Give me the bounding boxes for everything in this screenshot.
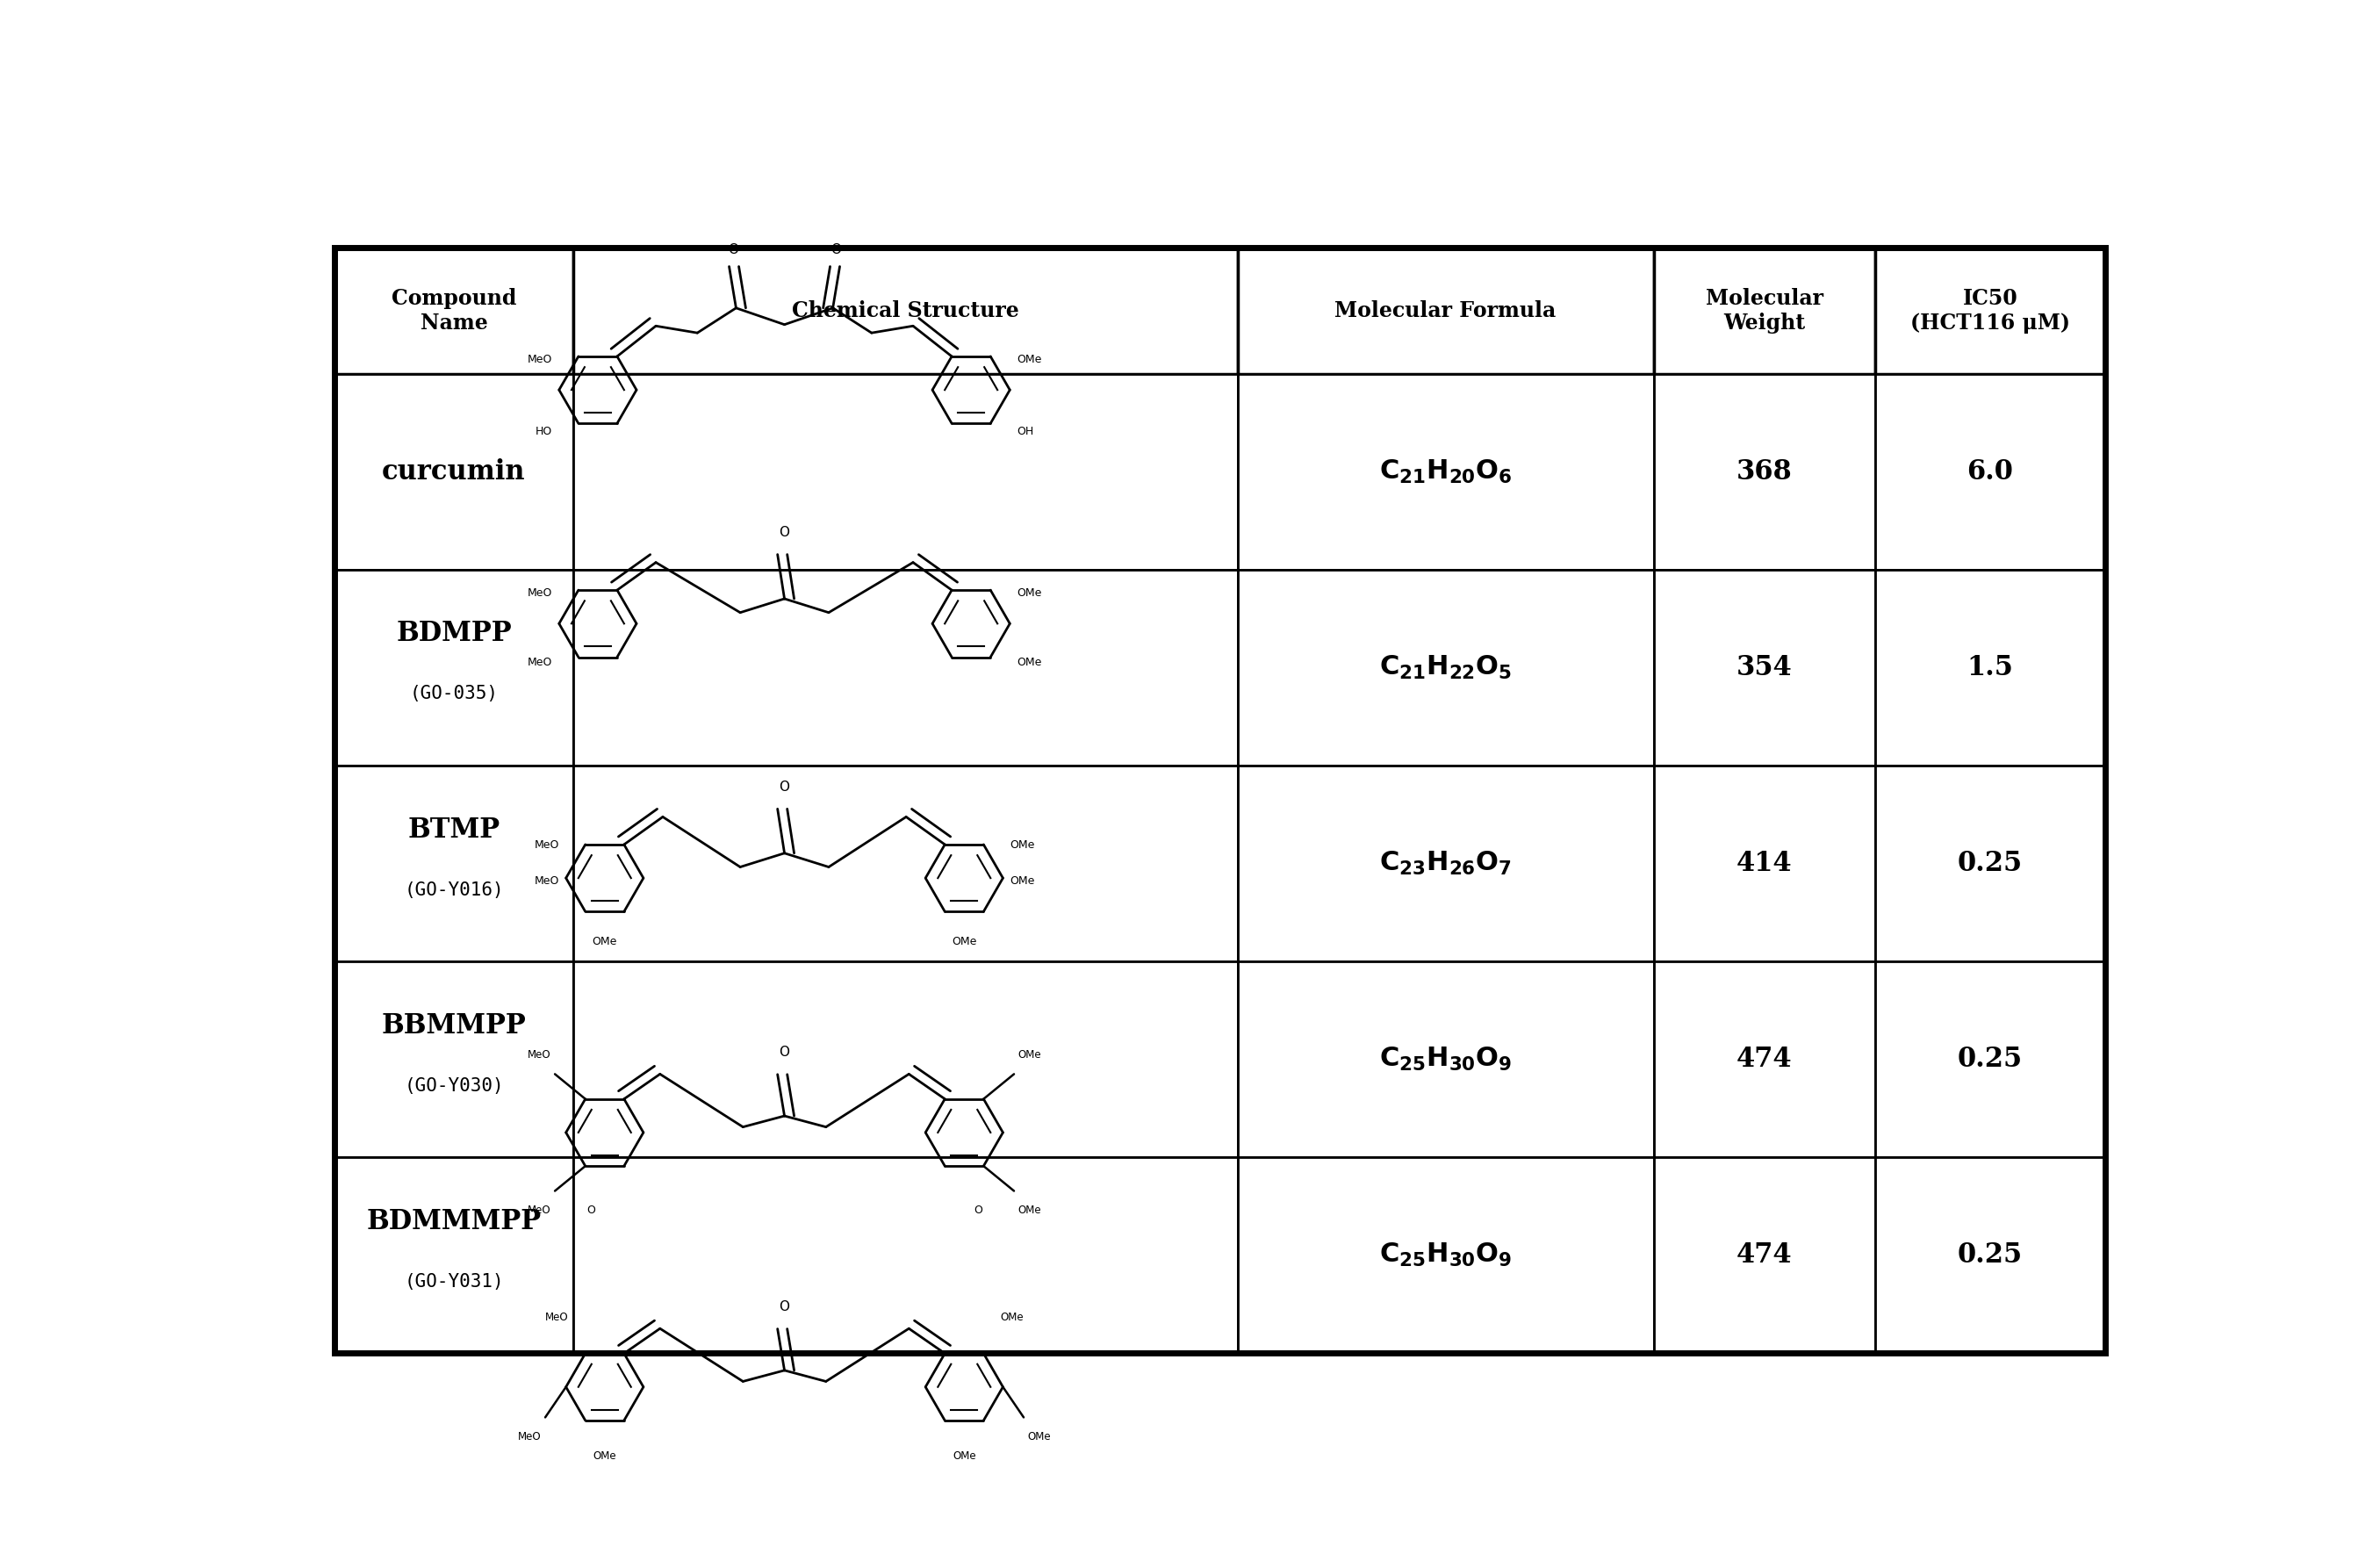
Text: OMe: OMe <box>952 937 976 948</box>
Bar <box>1238 570 1654 765</box>
Text: MeO: MeO <box>528 1205 550 1216</box>
Bar <box>1654 1157 1875 1353</box>
Text: 0.25: 0.25 <box>1956 1046 2023 1072</box>
Text: OH: OH <box>1016 426 1033 437</box>
Text: Molecular Formula: Molecular Formula <box>1335 300 1557 322</box>
Text: OMe: OMe <box>1009 840 1035 851</box>
Text: BTMP: BTMP <box>407 816 500 843</box>
Text: $\mathbf{C_{25}H_{30}O_{9}}$: $\mathbf{C_{25}H_{30}O_{9}}$ <box>1378 1046 1511 1072</box>
Bar <box>1654 962 1875 1157</box>
Text: 1.5: 1.5 <box>1966 654 2013 681</box>
Text: MeO: MeO <box>528 657 552 668</box>
Text: Compound
Name: Compound Name <box>390 287 516 332</box>
Bar <box>1654 373 1875 570</box>
Bar <box>1238 765 1654 962</box>
Text: 474: 474 <box>1737 1241 1792 1269</box>
Text: OMe: OMe <box>1028 1431 1052 1442</box>
Text: OMe: OMe <box>1019 1205 1042 1216</box>
Bar <box>1875 765 2106 962</box>
Text: MeO: MeO <box>528 354 552 365</box>
Bar <box>1238 247 1654 373</box>
Text: BDMPP: BDMPP <box>395 620 512 648</box>
Text: IC50
(HCT116 μM): IC50 (HCT116 μM) <box>1911 287 2071 332</box>
Bar <box>333 570 574 765</box>
Text: 368: 368 <box>1737 457 1792 485</box>
Text: OMe: OMe <box>593 937 616 948</box>
Bar <box>1654 247 1875 373</box>
Text: (GO-Y031): (GO-Y031) <box>405 1272 505 1291</box>
Text: $\mathbf{C_{23}H_{26}O_{7}}$: $\mathbf{C_{23}H_{26}O_{7}}$ <box>1380 849 1511 877</box>
Text: O: O <box>728 244 738 256</box>
Bar <box>333 1157 574 1353</box>
Bar <box>1875 373 2106 570</box>
Bar <box>1654 570 1875 765</box>
Text: O: O <box>778 780 790 793</box>
Bar <box>1654 765 1875 962</box>
Text: MeO: MeO <box>545 1311 569 1324</box>
Bar <box>574 373 1238 570</box>
Text: OMe: OMe <box>1016 657 1042 668</box>
Text: O: O <box>778 1046 790 1058</box>
Bar <box>1875 570 2106 765</box>
Text: $\mathbf{C_{21}H_{20}O_{6}}$: $\mathbf{C_{21}H_{20}O_{6}}$ <box>1378 457 1511 485</box>
Text: O: O <box>831 244 840 256</box>
Bar <box>1875 962 2106 1157</box>
Bar <box>333 373 574 570</box>
Text: O: O <box>778 526 790 539</box>
Text: curcumin: curcumin <box>383 457 526 485</box>
Text: Molecular
Weight: Molecular Weight <box>1706 287 1823 332</box>
Bar <box>333 247 574 373</box>
Text: $\mathbf{C_{25}H_{30}O_{9}}$: $\mathbf{C_{25}H_{30}O_{9}}$ <box>1378 1241 1511 1269</box>
Bar <box>1238 1157 1654 1353</box>
Text: OMe: OMe <box>593 1450 616 1461</box>
Text: (GO-Y030): (GO-Y030) <box>405 1077 505 1094</box>
Bar <box>1238 962 1654 1157</box>
Bar <box>574 247 1238 373</box>
Text: Chemical Structure: Chemical Structure <box>793 300 1019 322</box>
Bar <box>574 962 1238 1157</box>
Bar <box>1238 373 1654 570</box>
Text: $\mathbf{C_{21}H_{22}O_{5}}$: $\mathbf{C_{21}H_{22}O_{5}}$ <box>1378 654 1511 681</box>
Text: 414: 414 <box>1737 849 1792 877</box>
Text: (GO-035): (GO-035) <box>409 685 497 702</box>
Text: OMe: OMe <box>1009 876 1035 887</box>
Bar <box>574 1157 1238 1353</box>
Text: O: O <box>973 1204 983 1216</box>
Text: 6.0: 6.0 <box>1966 457 2013 485</box>
Text: 0.25: 0.25 <box>1956 849 2023 877</box>
Text: MeO: MeO <box>533 840 559 851</box>
Bar <box>574 765 1238 962</box>
Text: OMe: OMe <box>1000 1311 1023 1324</box>
Bar <box>1875 1157 2106 1353</box>
Text: O: O <box>585 1204 595 1216</box>
Text: OMe: OMe <box>952 1450 976 1461</box>
Bar <box>333 962 574 1157</box>
Text: MeO: MeO <box>528 1049 550 1060</box>
Text: (GO-Y016): (GO-Y016) <box>405 880 505 899</box>
Bar <box>333 765 574 962</box>
Text: OMe: OMe <box>1019 1049 1042 1060</box>
Text: MeO: MeO <box>533 876 559 887</box>
Text: HO: HO <box>536 426 552 437</box>
Bar <box>574 570 1238 765</box>
Bar <box>1875 247 2106 373</box>
Text: MeO: MeO <box>519 1431 540 1442</box>
Text: 354: 354 <box>1737 654 1792 681</box>
Text: OMe: OMe <box>1016 354 1042 365</box>
Text: MeO: MeO <box>528 587 552 599</box>
Text: 0.25: 0.25 <box>1956 1241 2023 1269</box>
Text: O: O <box>778 1300 790 1313</box>
Text: BBMMPP: BBMMPP <box>381 1012 526 1040</box>
Text: OMe: OMe <box>1016 587 1042 599</box>
Text: 474: 474 <box>1737 1046 1792 1072</box>
Text: BDMMMPP: BDMMMPP <box>367 1208 540 1235</box>
